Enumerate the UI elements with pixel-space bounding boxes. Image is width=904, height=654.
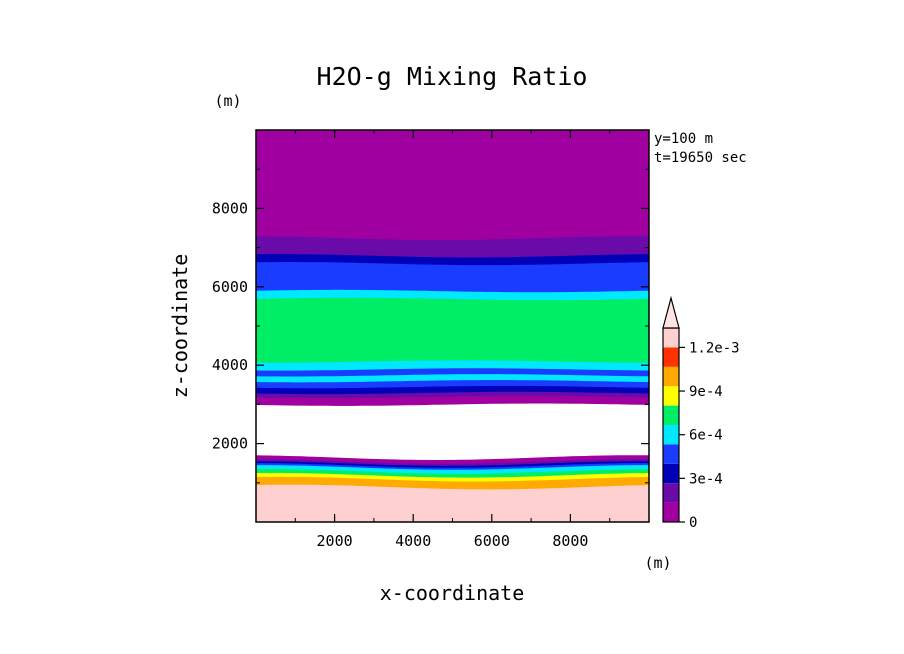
contour-band-9: [256, 402, 649, 461]
x-tick-label: 6000: [474, 532, 510, 550]
x-axis-label: x-coordinate: [380, 581, 525, 605]
y-axis-label: z-coordinate: [168, 254, 192, 399]
contour-band-19: [256, 261, 649, 293]
colorbar-extend-arrow: [662, 295, 680, 329]
contour-band-24: [256, 130, 649, 184]
colorbar-swatch-2: [663, 463, 679, 484]
colorbar-tick-label: 0: [689, 515, 697, 531]
colorbar-tick-label: 9e-4: [689, 384, 723, 400]
colorbar-swatch-7: [663, 366, 679, 387]
annotation-y: y=100 m: [654, 131, 713, 147]
x-tick-label: 2000: [317, 532, 353, 550]
x-unit-label: (m): [644, 554, 671, 572]
contour-field: [256, 130, 649, 522]
annotation-t: t=19650 sec: [654, 150, 747, 166]
x-tick-label: 4000: [395, 532, 431, 550]
colorbar-tick-label: 3e-4: [689, 471, 723, 487]
x-tick-label: 8000: [552, 532, 588, 550]
contour-band-17: [256, 297, 649, 363]
colorbar-swatch-5: [663, 405, 679, 425]
colorbar-tick-label: 1.2e-3: [689, 340, 740, 356]
contour-band-22: [256, 209, 649, 241]
colorbar-swatch-8: [663, 347, 679, 367]
colorbar-swatch-6: [663, 386, 679, 406]
colorbar-swatch-9: [663, 328, 679, 348]
colorbar: 0 3e-4 6e-4 9e-4 1.2e-3: [662, 295, 740, 531]
colorbar-tick-label: 6e-4: [689, 428, 723, 444]
x-axis: 2000 4000 6000 8000: [294, 130, 611, 550]
y-tick-label: 4000: [212, 356, 248, 374]
y-unit-label: (m): [214, 92, 241, 110]
y-axis: 2000 4000 6000 8000: [212, 168, 649, 484]
y-tick-label: 6000: [212, 278, 248, 296]
colorbar-swatch-4: [663, 425, 679, 445]
contour-band-0: [256, 484, 649, 522]
colorbar-swatch-0: [663, 502, 679, 522]
colorbar-swatch-1: [663, 483, 679, 503]
y-tick-label: 8000: [212, 199, 248, 217]
colorbar-swatch-3: [663, 444, 679, 464]
y-tick-label: 2000: [212, 435, 248, 453]
chart-title: H2O-g Mixing Ratio: [317, 62, 588, 91]
